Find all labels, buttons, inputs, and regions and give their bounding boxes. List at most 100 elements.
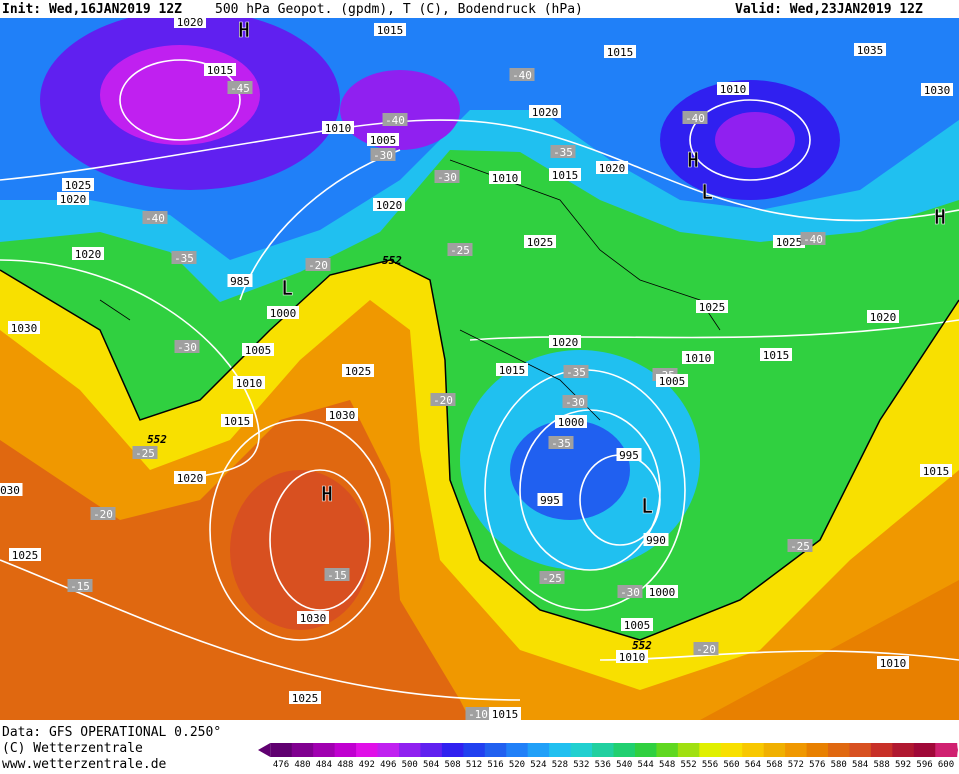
pressure-label: 1010 xyxy=(325,122,352,135)
temperature-label: -20 xyxy=(433,394,453,407)
colorbar-label: 504 xyxy=(423,760,439,770)
colorbar-swatch xyxy=(527,743,550,757)
temperature-label-box xyxy=(800,232,826,245)
colorbar-swatch xyxy=(270,743,293,757)
pressure-label-box xyxy=(646,585,678,598)
temperature-label: -10 xyxy=(468,708,488,721)
pressure-label: 1005 xyxy=(659,375,686,388)
height-contour-label: 552 xyxy=(632,639,652,652)
low-marker: L xyxy=(281,276,293,300)
pressure-label-box xyxy=(373,198,405,211)
temperature-label: -25 xyxy=(450,244,470,257)
temperature-label-box xyxy=(465,707,491,720)
temperature-label-box xyxy=(171,251,197,264)
high-marker: H xyxy=(687,148,699,172)
colorbar-swatch xyxy=(785,743,808,757)
pressure-label: 1020 xyxy=(177,16,204,29)
data-source: Data: GFS OPERATIONAL 0.250° xyxy=(2,725,221,740)
pressure-label: 1020 xyxy=(60,193,87,206)
temperature-label: -40 xyxy=(145,212,165,225)
valid-time: Valid: Wed,23JAN2019 12Z xyxy=(735,2,923,17)
colorbar-swatch xyxy=(506,743,529,757)
pressure-label-box xyxy=(555,415,587,428)
pressure-label-box xyxy=(174,471,206,484)
pressure-label: 1015 xyxy=(224,415,251,428)
pressure-label-box xyxy=(616,650,648,663)
pressure-label: 030 xyxy=(0,484,20,497)
temperature-label-box xyxy=(539,571,565,584)
pressure-label-box xyxy=(489,707,521,720)
colorbar-swatch xyxy=(849,743,872,757)
pressure-label-box xyxy=(326,408,358,421)
colorbar-label: 580 xyxy=(831,760,847,770)
pressure-label-box xyxy=(596,161,628,174)
ridge-core xyxy=(230,470,370,630)
colorbar-label: 488 xyxy=(337,760,353,770)
pressure-label-box xyxy=(374,23,406,36)
colorbar-swatch xyxy=(677,743,700,757)
pressure-label: 1020 xyxy=(870,311,897,324)
colorbar-swatch xyxy=(334,743,357,757)
pressure-label: 1015 xyxy=(492,708,519,721)
header-bar xyxy=(0,0,959,18)
pressure-label: 1005 xyxy=(624,619,651,632)
colorbar-label: 520 xyxy=(509,760,525,770)
colorbar-label: 548 xyxy=(659,760,675,770)
pressure-label-box xyxy=(696,300,728,313)
temperature-label-box xyxy=(142,211,168,224)
pressure-label: 1025 xyxy=(527,236,554,249)
pressure-label: 1015 xyxy=(552,169,579,182)
colorbar-label: 588 xyxy=(874,760,890,770)
pressure-label-box xyxy=(496,363,528,376)
temperature-label: -15 xyxy=(70,580,90,593)
colorbar-swatch xyxy=(720,743,743,757)
temperature-label-box xyxy=(174,340,200,353)
temperature-label-box xyxy=(682,111,708,124)
colorbar-label: 544 xyxy=(638,760,654,770)
pressure-label-box xyxy=(867,310,899,323)
low-marker: L xyxy=(641,494,653,518)
pressure-label: 1010 xyxy=(236,377,263,390)
colorbar-swatch xyxy=(592,743,614,757)
temperature-label-box xyxy=(447,243,473,256)
temperature-label-box xyxy=(509,68,535,81)
height-contour-label: 552 xyxy=(147,433,167,446)
low-marker: L xyxy=(701,180,713,204)
high-marker: H xyxy=(238,18,250,42)
pressure-label-box xyxy=(621,618,653,631)
temperature-label: -20 xyxy=(308,259,328,272)
pressure-label: 1020 xyxy=(177,472,204,485)
temperature-label-box xyxy=(132,446,158,459)
temperature-label-box xyxy=(430,393,456,406)
pressure-label-box xyxy=(342,364,374,377)
pressure-label: 1015 xyxy=(923,465,950,478)
pressure-label-box xyxy=(289,691,321,704)
temperature-label: -25 xyxy=(135,447,155,460)
colorbar-swatch xyxy=(549,743,572,757)
temperature-label-box xyxy=(563,365,589,378)
pressure-label: 1035 xyxy=(857,44,884,57)
pressure-label: 1020 xyxy=(376,199,403,212)
temperature-label: -15 xyxy=(327,569,347,582)
pressure-label-box xyxy=(643,533,669,546)
pressure-label: 1025 xyxy=(776,236,803,249)
temperature-label: -40 xyxy=(803,233,823,246)
colorbar-swatch xyxy=(463,743,486,757)
colorbar-label: 512 xyxy=(466,760,482,770)
pressure-label: 1025 xyxy=(65,179,92,192)
pressure-label-box xyxy=(227,274,253,287)
pressure-label: 1030 xyxy=(11,322,38,335)
pressure-label-box xyxy=(9,548,41,561)
copyright: (C) Wetterzentrale xyxy=(2,741,143,756)
temperature-label-box xyxy=(382,113,408,126)
pressure-label-box xyxy=(174,15,206,28)
temperature-label-box xyxy=(617,585,643,598)
pressure-label: 995 xyxy=(619,449,639,462)
website: www.wetterzentrale.de xyxy=(2,757,167,770)
init-time: Init: Wed,16JAN2019 12Z xyxy=(2,2,182,17)
colorbar-label: 496 xyxy=(380,760,396,770)
colorbar-swatch xyxy=(699,743,722,757)
colorbar-swatch xyxy=(484,743,507,757)
pressure-label: 1015 xyxy=(499,364,526,377)
colorbar-label: 572 xyxy=(788,760,804,770)
